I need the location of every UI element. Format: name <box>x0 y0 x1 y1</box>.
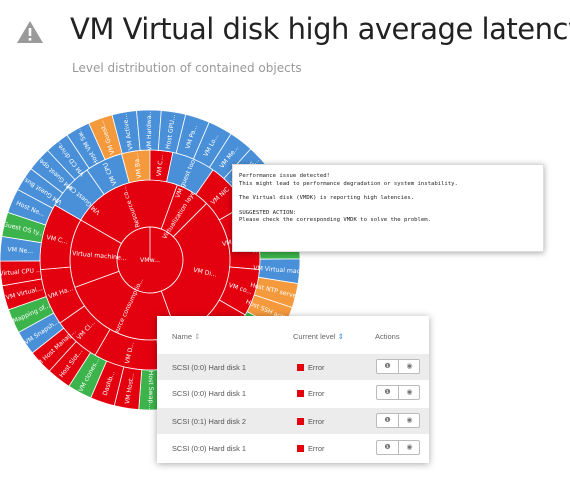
sunburst-center-label: VMw... <box>140 257 160 264</box>
tooltip-line: This might lead to performance degradati… <box>239 180 458 187</box>
row-actions: ❶ ◉ <box>376 385 420 400</box>
info-button[interactable]: ❶ <box>377 360 399 373</box>
sort-icon: ⇕ <box>194 332 201 341</box>
eye-icon: ◉ <box>406 389 413 396</box>
warning-triangle-icon <box>17 21 43 43</box>
sunburst-segment[interactable] <box>7 189 54 226</box>
column-actions: Actions <box>375 332 400 341</box>
sunburst-label: VM C... <box>46 234 69 246</box>
view-button[interactable]: ◉ <box>399 441 420 454</box>
row-level: Error <box>308 444 325 453</box>
view-button[interactable]: ◉ <box>399 414 420 427</box>
column-name[interactable]: Name ⇕ <box>172 332 201 341</box>
eye-icon: ◉ <box>406 417 413 424</box>
row-name: SCSI (0:1) Hard disk 2 <box>172 417 246 426</box>
tooltip-line: SUGGESTED ACTION: <box>239 209 297 216</box>
info-button[interactable]: ❶ <box>377 414 399 427</box>
tooltip-line: The Virtual disk (VMDK) is reporting hig… <box>239 195 415 202</box>
view-button[interactable]: ◉ <box>399 360 420 373</box>
sunburst-label: VM Ne... <box>7 246 33 255</box>
sunburst-label: VM Virtual mac... <box>253 265 306 276</box>
sunburst-label: Host Swap... <box>147 371 154 410</box>
sunburst-label: VM Host... <box>124 372 136 404</box>
row-actions: ❶ ◉ <box>376 359 420 374</box>
table-row[interactable]: SCSI (0:1) Hard disk 2 Error ❶ ◉ <box>157 408 429 434</box>
tooltip-line: Please check the corresponding VMDK to s… <box>239 217 431 224</box>
table-row[interactable]: SCSI (0:0) Hard disk 1 Error ❶ ◉ <box>157 354 429 380</box>
sunburst-label: VM Hardwa... <box>146 109 153 150</box>
page-header: VM Virtual disk high average latency Lev… <box>0 0 570 90</box>
sort-active-icon: ⇕ <box>337 332 344 341</box>
sunburst-label: VM D... <box>124 341 136 364</box>
page-subtitle: Level distribution of contained objects <box>72 61 302 75</box>
eye-icon: ◉ <box>406 444 413 451</box>
sunburst-label: Virtual CPU ... <box>0 267 42 278</box>
info-icon: ❶ <box>384 363 391 370</box>
info-icon: ❶ <box>384 389 391 396</box>
row-level: Error <box>308 389 325 398</box>
row-actions: ❶ ◉ <box>376 413 420 428</box>
info-button[interactable]: ❶ <box>377 386 399 399</box>
issue-tooltip: Performance issue detected! This might l… <box>232 164 544 252</box>
info-icon: ❶ <box>384 417 391 424</box>
info-icon: ❶ <box>384 444 391 451</box>
row-level: Error <box>308 363 325 372</box>
sunburst-label: VM C... <box>156 154 165 176</box>
tooltip-line: Performance issue detected! <box>239 173 330 179</box>
row-name: SCSI (0:0) Hard disk 1 <box>172 363 246 372</box>
error-indicator <box>297 418 304 425</box>
sunburst-label: VM Ba... <box>133 153 143 179</box>
error-indicator <box>297 390 304 397</box>
info-button[interactable]: ❶ <box>377 441 399 454</box>
table-row[interactable]: SCSI (0:0) Hard disk 1 Error ❶ ◉ <box>157 380 429 406</box>
eye-icon: ◉ <box>406 363 413 370</box>
objects-table: Name ⇕ Current level ⇕ Actions SCSI (0:0… <box>157 316 429 463</box>
page-title: VM Virtual disk high average latency <box>70 12 570 46</box>
view-button[interactable]: ◉ <box>399 386 420 399</box>
row-name: SCSI (0:0) Hard disk 1 <box>172 389 246 398</box>
error-indicator <box>297 445 304 452</box>
table-header: Name ⇕ Current level ⇕ Actions <box>157 316 429 356</box>
row-actions: ❶ ◉ <box>376 440 420 455</box>
row-level: Error <box>308 417 325 426</box>
table-row[interactable]: SCSI (0:0) Hard disk 1 Error ❶ ◉ <box>157 435 429 461</box>
column-current-level[interactable]: Current level ⇕ <box>293 332 344 341</box>
row-name: SCSI (0:0) Hard disk 1 <box>172 444 246 453</box>
error-indicator <box>297 364 304 371</box>
